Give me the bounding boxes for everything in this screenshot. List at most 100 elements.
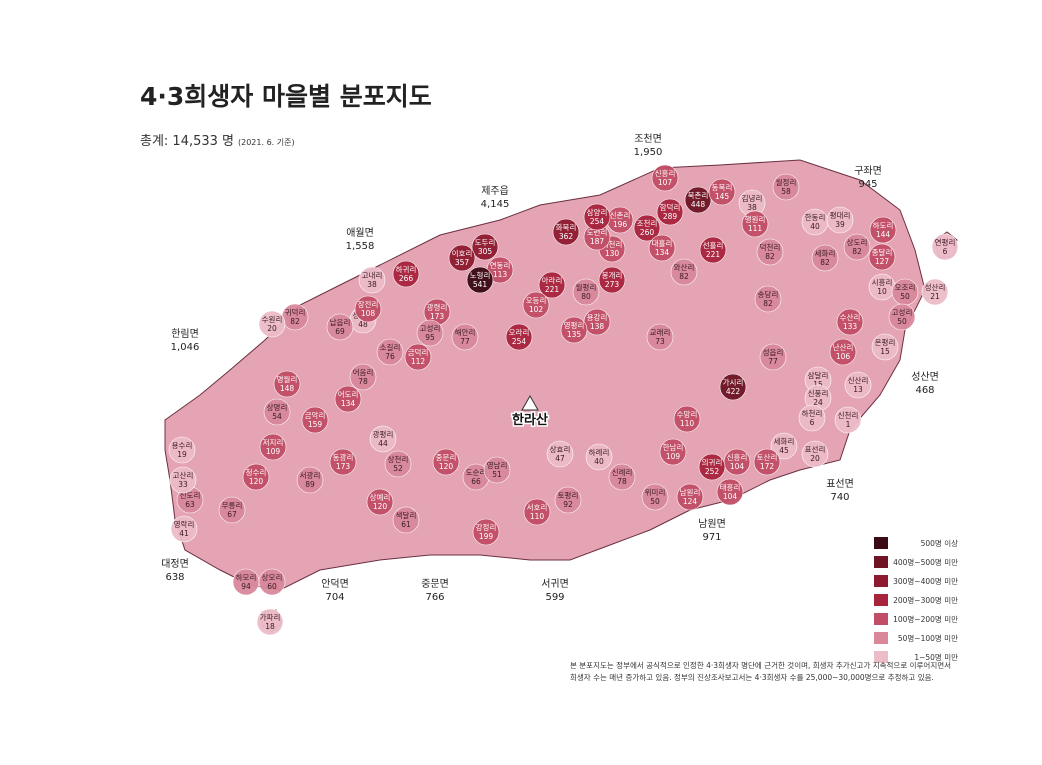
village-name: 성산리 <box>925 282 946 292</box>
village-area <box>218 496 246 524</box>
village-count: 82 <box>679 272 689 281</box>
village-name: 하도리 <box>873 220 894 230</box>
legend: 500명 이상 400명~500명 미만 300명~400명 미만 200명~300명… <box>874 537 958 663</box>
village-area <box>673 405 701 433</box>
village-name: 삼양리 <box>587 207 608 217</box>
village-count: 266 <box>399 274 414 283</box>
village-count: 15 <box>880 347 890 356</box>
village-area <box>753 448 781 476</box>
village-count: 6 <box>810 418 815 427</box>
village-area <box>416 319 444 347</box>
village-name: 서광리 <box>300 470 321 480</box>
village-name: 노형리 <box>470 271 491 280</box>
village-count: 78 <box>617 477 627 486</box>
village-count: 134 <box>655 248 670 257</box>
village-count: 41 <box>179 529 189 538</box>
village-count: 50 <box>650 497 660 506</box>
village-area <box>829 338 857 366</box>
village-name: 함덕리 <box>660 202 681 212</box>
village-count: 357 <box>455 258 470 267</box>
village-area <box>868 243 896 271</box>
district-count: 4,145 <box>481 199 510 210</box>
village-count: 422 <box>726 387 741 396</box>
village-area <box>546 440 574 468</box>
village-count: 50 <box>897 317 907 326</box>
legend-swatch <box>874 632 888 644</box>
village-name: 연평리 <box>935 237 956 247</box>
village-count: 95 <box>425 333 435 342</box>
district-count: 704 <box>325 592 344 603</box>
legend-swatch <box>874 537 888 549</box>
village-area <box>572 278 600 306</box>
village-area <box>170 515 198 543</box>
village-name: 조천리 <box>637 218 658 228</box>
village-count: 102 <box>529 305 544 314</box>
village-name: 무릉리 <box>222 501 243 510</box>
village-count: 21 <box>930 292 940 301</box>
village-name: 신흥리 <box>655 168 676 178</box>
village-name: 태흥리 <box>720 482 741 492</box>
village-name: 송당리 <box>758 289 779 299</box>
village-name: 중문리 <box>436 453 457 462</box>
village-count: 19 <box>177 450 187 459</box>
village-name: 고내리 <box>362 271 383 280</box>
district-count: 638 <box>165 572 184 583</box>
village-area <box>326 313 354 341</box>
village-count: 38 <box>367 280 377 289</box>
village-area <box>448 244 476 272</box>
village-area <box>834 406 862 434</box>
village-area <box>770 432 798 460</box>
village-area <box>538 271 566 299</box>
village-count: 82 <box>852 247 862 256</box>
village-area <box>384 450 412 478</box>
village-name: 어도리 <box>338 389 359 399</box>
village-name: 서호리 <box>527 503 548 512</box>
village-name: 귀덕리 <box>285 307 306 317</box>
village-name: 하례리 <box>589 447 610 457</box>
village-count: 20 <box>267 324 277 333</box>
village-count: 173 <box>430 312 445 321</box>
village-count: 127 <box>875 257 890 266</box>
village-area <box>598 266 626 294</box>
village-name: 하귀리 <box>396 264 417 274</box>
district-name: 성산면 <box>911 371 939 383</box>
village-count: 104 <box>723 492 738 501</box>
village-name: 신천리 <box>838 410 859 420</box>
village-count: 66 <box>471 477 481 486</box>
village-name: 수산리 <box>840 312 861 322</box>
village-count: 112 <box>411 357 426 366</box>
village-name: 상천리 <box>388 454 409 464</box>
village-area <box>754 285 782 313</box>
district-count: 740 <box>830 492 849 503</box>
village-count: 106 <box>836 352 851 361</box>
village-area <box>583 203 611 231</box>
village-count: 110 <box>530 512 545 521</box>
village-area <box>871 333 899 361</box>
village-area <box>608 463 636 491</box>
village-count: 47 <box>555 454 565 463</box>
village-count: 76 <box>385 352 395 361</box>
village-name: 상예리 <box>370 492 391 502</box>
village-area <box>684 186 712 214</box>
village-area <box>296 466 324 494</box>
peak-label: 한라산 <box>512 412 548 428</box>
village-name: 신도리 <box>180 491 201 500</box>
village-area <box>329 448 357 476</box>
village-count: 120 <box>249 477 264 486</box>
village-name: 김녕리 <box>742 193 763 203</box>
village-name: 오조리 <box>895 283 916 292</box>
footnote: 본 분포지도는 정부에서 공식적으로 인정한 4·3희생자 명단에 근거한 것이… <box>570 660 951 670</box>
village-area <box>716 478 744 506</box>
district-count: 1,950 <box>634 147 663 158</box>
legend-swatch <box>874 556 888 568</box>
village-count: 89 <box>305 480 315 489</box>
village-count: 92 <box>563 500 573 509</box>
village-name: 온평리 <box>875 337 896 347</box>
village-area <box>392 260 420 288</box>
village-count: 260 <box>640 228 655 237</box>
village-count: 148 <box>280 384 295 393</box>
village-name: 상명리 <box>267 402 288 412</box>
village-area <box>888 303 916 331</box>
village-count: 51 <box>492 470 502 479</box>
